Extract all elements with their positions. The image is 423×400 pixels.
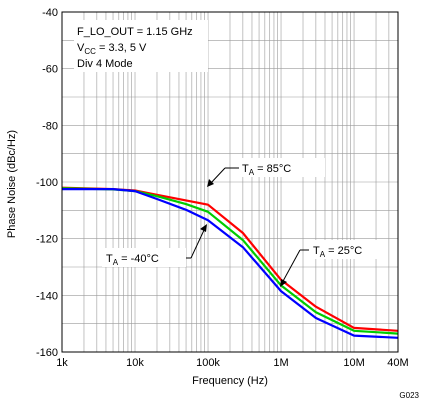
y-tick-label: -40 (42, 7, 58, 19)
x-tick-label: 100k (196, 357, 220, 369)
y-tick-label: -80 (42, 120, 58, 132)
label-25c-rest: = 25°C (325, 245, 362, 257)
y-tick-label: -120 (36, 234, 58, 246)
label-85c: TA = 85°C (242, 163, 291, 177)
x-tick-label: 1M (273, 357, 288, 369)
series-lines (61, 186, 399, 339)
tick-labels: 1k 10k 100k 1M 10M 40M -40 -60 -80 -100 -120 -140 -1… (36, 7, 409, 369)
y-tick-label: -60 (42, 64, 58, 76)
conditions-box (74, 20, 208, 72)
label-25c: TA = 25°C (313, 245, 362, 259)
arrow-25c (280, 279, 287, 287)
x-axis-label: Frequency (Hz) (192, 375, 268, 387)
label-85c-sub: A (249, 168, 255, 177)
label-box-25 (309, 240, 387, 259)
condition-vcc-base: V (77, 42, 85, 54)
label-m40c-base: T (106, 253, 113, 265)
leader-m40c-diag (190, 227, 206, 259)
label-m40c-rest: = -40°C (118, 253, 159, 265)
label-85c-rest: = 85°C (254, 163, 291, 175)
condition-vcc-rest: = 3.3, 5 V (96, 42, 147, 54)
label-25c-sub: A (320, 250, 326, 259)
x-tick-label: 40M (387, 357, 408, 369)
y-tick-label: -160 (36, 347, 58, 359)
condition-vcc: VCC = 3.3, 5 V (77, 42, 147, 56)
figure-code: G023 (399, 391, 419, 400)
condition-mode: Div 4 Mode (77, 58, 133, 70)
arrow-m40c (200, 224, 207, 232)
label-box-m40 (102, 248, 186, 267)
x-tick-label: 1k (56, 357, 68, 369)
label-m40c: TA = -40°C (106, 253, 159, 267)
label-box-85 (239, 158, 325, 177)
series-line-2 (62, 188, 399, 339)
condition-freq: F_LO_OUT = 1.15 GHz (77, 26, 193, 38)
label-m40c-sub: A (113, 258, 119, 267)
x-tick-label: 10k (126, 357, 144, 369)
condition-vcc-sub: CC (84, 47, 96, 56)
label-85c-base: T (242, 163, 249, 175)
y-tick-label: -140 (36, 290, 58, 302)
y-tick-label: -100 (36, 177, 58, 189)
plot-frame (61, 11, 399, 353)
x-tick-label: 10M (343, 357, 364, 369)
leader-85c-diag (209, 167, 226, 185)
label-25c-base: T (313, 245, 320, 257)
y-axis-label: Phase Noise (dBc/Hz) (6, 130, 18, 238)
leader-25c-diag (281, 249, 301, 284)
arrow-85c (207, 179, 214, 187)
